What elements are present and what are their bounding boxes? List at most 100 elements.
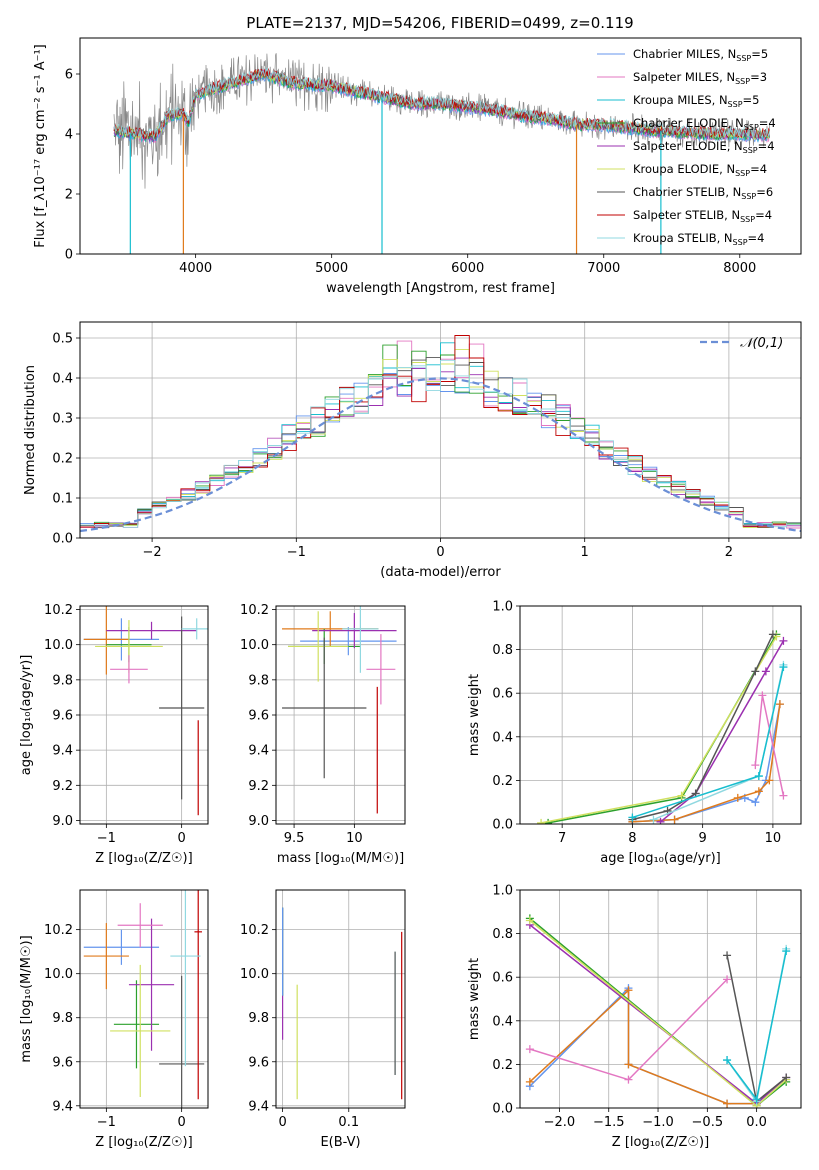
mass-weight-point bbox=[624, 986, 633, 995]
spectrum-ytick-label: 2 bbox=[65, 188, 73, 203]
mass_weight_vs_Z-axes: −2.0 −1.5 −1.0 −0.5 0.0 0.0 0.2 0.4 0.6 0.8 1.0 Z [… bbox=[467, 884, 802, 1150]
residual_histogram-xtick-label: 0 bbox=[436, 545, 444, 560]
mass_vs_ebv-frame bbox=[275, 889, 406, 1109]
residual_histogram-ytick-label: 0.5 bbox=[52, 332, 73, 347]
residual_histogram-xtick-label: 1 bbox=[581, 545, 589, 560]
mass_weight_vs_age-xtick-label: 8 bbox=[628, 831, 636, 846]
legend-label-tail: =5 bbox=[751, 47, 768, 61]
age_vs_mass-ytick-label: 10.0 bbox=[240, 638, 269, 653]
legend-label-sub: SSP bbox=[728, 100, 743, 109]
mass_vs_ebv-ytick-label: 10.2 bbox=[240, 923, 269, 938]
legend-label-tail: =4 bbox=[759, 116, 776, 130]
mass_weight_vs_age-xlabel: age [log₁₀(age/yr)] bbox=[600, 851, 721, 866]
age_vs_mass-ytick-label: 9.6 bbox=[248, 709, 269, 724]
legend-label-main: Chabrier ELODIE, N bbox=[633, 116, 744, 130]
mass-weight-point bbox=[765, 776, 774, 785]
spectrum-model-line bbox=[113, 67, 770, 140]
legend-label-main: Chabrier STELIB, N bbox=[633, 185, 741, 199]
mass-weight-point bbox=[525, 1045, 534, 1054]
spectrum-ytick-label: 4 bbox=[65, 128, 73, 143]
mass-weight-point bbox=[775, 700, 784, 709]
mass-weight-point bbox=[670, 815, 679, 824]
mass_vs_ebv-xtick-label: 0 bbox=[278, 1115, 286, 1130]
mass_weight_vs_age-xtick-label: 9 bbox=[699, 831, 707, 846]
residual_histogram-xlabel: (data-model)/error bbox=[380, 565, 501, 580]
residual_histogram-xtick-label: −1 bbox=[287, 545, 306, 560]
mass-weight-point bbox=[624, 1060, 633, 1069]
mass_vs_Z-plot-area bbox=[83, 890, 205, 1108]
histogram-series-step bbox=[80, 359, 801, 528]
mass_vs_Z-ytick-label: 9.6 bbox=[52, 1055, 73, 1070]
spectrum-legend-label: Kroupa STELIB, NSSP=4 bbox=[633, 231, 764, 247]
residual_histogram-plot-area bbox=[80, 335, 801, 533]
residual_histogram-axes: −2 −1 0 1 2 0.0 0.1 0.2 0.3 0.4 0.5 (data-model)/er… bbox=[23, 321, 802, 580]
mass-weight-point bbox=[782, 947, 791, 956]
mass_weight_vs_age-axes: 7 8 9 10 0.0 0.2 0.4 0.6 0.8 1.0 age [log₁₀(age/yr… bbox=[467, 600, 802, 866]
legend-label-sub: SSP bbox=[743, 146, 758, 155]
legend-label-sub: SSP bbox=[735, 169, 750, 178]
age_vs_Z-xlabel: Z [log₁₀(Z/Z☉)] bbox=[95, 851, 192, 866]
spectrum-ytick-label: 0 bbox=[65, 248, 73, 263]
mass_weight_vs_age-plot-area bbox=[537, 630, 788, 824]
mass_weight_vs_Z-ytick-label: 0.4 bbox=[492, 1014, 513, 1029]
age_vs_Z-ylabel: age [log₁₀(age/yr)] bbox=[19, 655, 34, 776]
legend-label-tail: =5 bbox=[743, 93, 760, 107]
mass_vs_Z-ytick-label: 9.4 bbox=[52, 1099, 73, 1114]
age_vs_Z-ytick-label: 9.4 bbox=[52, 744, 73, 759]
age_vs_mass-xtick-label: 9.5 bbox=[284, 831, 305, 846]
age_vs_mass-plot-area bbox=[282, 606, 397, 814]
mass_vs_ebv-ytick-label: 9.6 bbox=[248, 1055, 269, 1070]
age_vs_Z-xtick-label: −1 bbox=[97, 831, 116, 846]
age_vs_mass-ytick-label: 10.2 bbox=[240, 603, 269, 618]
age_vs_Z-ytick-label: 9.0 bbox=[52, 814, 73, 829]
spectrum-legend-label: Chabrier MILES, NSSP=5 bbox=[633, 47, 768, 63]
spectrum-frame bbox=[79, 37, 802, 255]
age_vs_Z-ytick-label: 10.0 bbox=[44, 638, 73, 653]
spectrum-plot-area bbox=[113, 53, 771, 254]
mass-weight-line bbox=[529, 988, 757, 1105]
mass_vs_ebv-axes: 0 0.1 9.4 9.6 9.8 10.0 10.2 E(B-V) bbox=[240, 889, 406, 1150]
mass-weight-point bbox=[751, 761, 760, 770]
mass_vs_Z-ytick-label: 10.2 bbox=[44, 923, 73, 938]
mass_vs_ebv-ytick-label: 10.0 bbox=[240, 967, 269, 982]
mass_vs_Z-ylabel: mass [log₁₀(M/M☉)] bbox=[19, 935, 34, 1062]
mass_weight_vs_age-xtick-label: 10 bbox=[765, 831, 782, 846]
mass_vs_ebv-ytick-label: 9.4 bbox=[248, 1099, 269, 1114]
mass-weight-point bbox=[782, 1073, 791, 1082]
age_vs_mass-xlabel: mass [log₁₀(M/M☉)] bbox=[277, 851, 404, 866]
age_vs_Z-plot-area bbox=[83, 606, 208, 816]
legend-label-main: Kroupa STELIB, N bbox=[633, 231, 733, 245]
mass-weight-point bbox=[723, 1099, 732, 1108]
spectrum-axes: 4000 5000 6000 7000 8000 0 2 4 6 wavelength [Angs… bbox=[33, 37, 802, 296]
spectrum-xtick-label: 8000 bbox=[723, 261, 756, 276]
mass-weight-point bbox=[525, 916, 534, 925]
mass_weight_vs_Z-ytick-label: 1.0 bbox=[492, 884, 513, 899]
spectrum-xlabel: wavelength [Angstrom, rest frame] bbox=[326, 281, 555, 296]
mass-weight-point bbox=[754, 772, 763, 781]
age_vs_mass-ytick-label: 9.0 bbox=[248, 814, 269, 829]
legend-label-main: Salpeter ELODIE, N bbox=[633, 139, 743, 153]
legend-label-tail: =4 bbox=[748, 231, 765, 245]
mass_weight_vs_age-ytick-label: 0.6 bbox=[492, 687, 513, 702]
spectrum-ytick-label: 6 bbox=[65, 68, 73, 83]
figure-title: PLATE=2137, MJD=54206, FIBERID=0499, z=0… bbox=[246, 14, 633, 32]
mass_vs_Z-axes: −1 0 9.4 9.6 9.8 10.0 10.2 Z [log₁₀(Z/Z☉)] mass … bbox=[19, 889, 209, 1150]
mass_weight_vs_Z-ytick-label: 0.8 bbox=[492, 927, 513, 942]
mass-weight-point bbox=[649, 815, 658, 824]
legend-label-sub: SSP bbox=[735, 77, 750, 86]
age_vs_mass-ytick-label: 9.8 bbox=[248, 673, 269, 688]
spectrum-legend-label: Kroupa ELODIE, NSSP=4 bbox=[633, 162, 767, 178]
mass-weight-point bbox=[723, 951, 732, 960]
spectrum-xtick-label: 6000 bbox=[451, 261, 484, 276]
mass_vs_ebv-xlabel: E(B-V) bbox=[320, 1135, 360, 1150]
mass-weight-point bbox=[525, 1077, 534, 1086]
residual_histogram-ylabel: Normed distribution bbox=[23, 365, 38, 495]
residual_histogram-xtick-label: 2 bbox=[725, 545, 733, 560]
mass-weight-point bbox=[758, 691, 767, 700]
legend-label-tail: =4 bbox=[755, 208, 772, 222]
mass-weight-point bbox=[779, 663, 788, 672]
spectrum-ylabel: Flux [f_λ10⁻¹⁷ erg cm⁻² s⁻¹ A⁻¹] bbox=[33, 44, 48, 248]
mass_weight_vs_Z-ylabel: mass weight bbox=[467, 958, 482, 1040]
histogram-legend-label: 𝒩(0,1) bbox=[740, 336, 783, 351]
legend-label-tail: =6 bbox=[756, 185, 773, 199]
